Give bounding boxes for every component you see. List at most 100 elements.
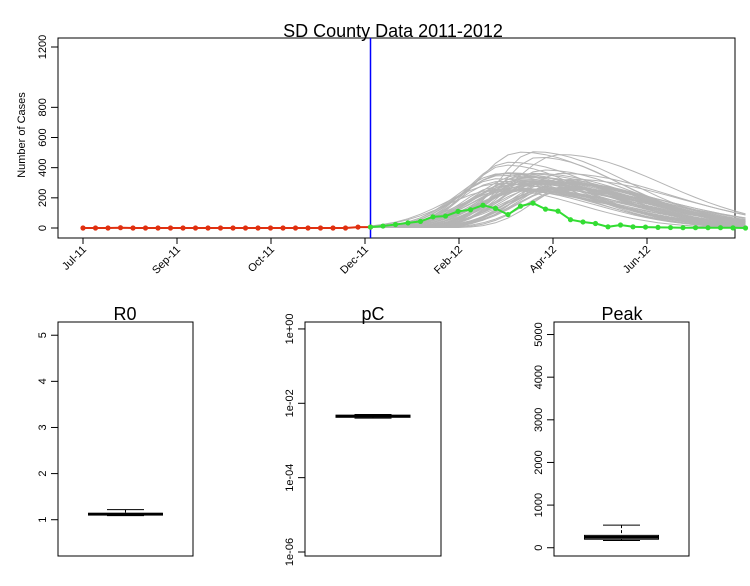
observed-before-point xyxy=(330,225,336,231)
y-tick-label: 400 xyxy=(37,158,49,176)
peak-title: Peak xyxy=(601,304,643,324)
observed-after-point xyxy=(392,221,399,228)
pc-title: pC xyxy=(361,304,384,324)
simulation-line xyxy=(370,189,746,228)
observed-before-line xyxy=(83,226,371,229)
observed-after-point xyxy=(605,224,611,230)
y-tick-label: 800 xyxy=(37,98,49,116)
observed-before-point xyxy=(80,225,86,231)
observed-after-point xyxy=(530,200,536,206)
observed-after-point xyxy=(380,223,386,229)
observed-before-point xyxy=(105,225,111,231)
observed-before-point xyxy=(117,225,124,231)
observed-after-point xyxy=(680,225,686,231)
y-axis: 0 200 400 600 800 1200 xyxy=(37,35,59,231)
observed-after-point xyxy=(430,214,436,220)
observed-after-point xyxy=(492,205,499,211)
pc-boxplot: pC 1e-06 1e-04 1e-02 1e+00 xyxy=(284,304,442,566)
pc-y-tick-label: 1e-04 xyxy=(284,464,296,492)
x-tick-label: Jun-12 xyxy=(621,244,653,276)
x-axis: Jul-11 Sep-11 Oct-11 Dec-11 Feb-12 Apr-12 Jun-… xyxy=(60,238,653,277)
x-tick-label: Feb-12 xyxy=(432,244,465,277)
simulation-lines xyxy=(370,151,746,228)
observed-before-point xyxy=(305,225,311,231)
observed-after-point xyxy=(630,224,636,230)
pc-y-tick-label: 1e-06 xyxy=(284,538,296,566)
observed-before-point xyxy=(280,225,286,231)
observed-after-point xyxy=(642,224,649,230)
observed-before-point xyxy=(242,225,249,231)
observed-before-point xyxy=(92,225,99,231)
r0-y-tick-label: 4 xyxy=(37,378,49,384)
peak-boxplot: Peak 0 1000 2000 3000 4000 5000 xyxy=(533,304,690,557)
observed-after-point xyxy=(705,225,711,231)
x-tick-label: Oct-11 xyxy=(246,244,277,275)
observed-before-point xyxy=(292,225,299,231)
observed-before-point xyxy=(342,225,349,231)
observed-after-point xyxy=(517,203,524,209)
r0-y-tick-label: 2 xyxy=(37,471,49,477)
observed-after-point xyxy=(417,218,424,224)
observed-after-point xyxy=(567,217,574,223)
y-tick-label: 0 xyxy=(37,225,49,231)
peak-y-tick-label: 4000 xyxy=(533,365,545,389)
r0-boxplot: R0 1 2 3 4 5 xyxy=(37,304,194,557)
observed-before-point xyxy=(130,225,136,231)
observed-before-point xyxy=(317,225,324,231)
observed-after-point xyxy=(580,219,586,225)
observed-before-point xyxy=(217,225,224,231)
observed-series xyxy=(80,200,749,231)
observed-after-point xyxy=(467,207,474,213)
y-tick-label: 600 xyxy=(37,128,49,146)
observed-after-point xyxy=(367,224,374,230)
x-tick-label: Jul-11 xyxy=(60,244,89,273)
observed-before-point xyxy=(230,225,236,231)
observed-after-point xyxy=(667,224,674,231)
peak-y-tick-label: 2000 xyxy=(533,450,545,474)
r0-y-tick-label: 1 xyxy=(37,517,49,523)
r0-plot-frame xyxy=(57,321,194,557)
observed-after-point xyxy=(455,208,461,215)
observed-after-point xyxy=(442,213,449,219)
observed-before-point xyxy=(167,225,174,231)
observed-before-point xyxy=(155,225,161,231)
pc-y-tick-label: 1e+00 xyxy=(284,313,296,344)
y-axis-label: Number of Cases xyxy=(16,92,28,178)
pc-plot-frame xyxy=(304,321,442,557)
peak-y-tick-label: 1000 xyxy=(533,493,545,517)
peak-y-tick-label: 3000 xyxy=(533,408,545,432)
r0-title: R0 xyxy=(113,304,136,324)
observed-after-point xyxy=(555,208,561,214)
observed-after-point xyxy=(730,225,736,231)
observed-after-point xyxy=(505,211,511,218)
observed-before-point xyxy=(267,225,274,231)
observed-before-point xyxy=(180,225,186,231)
observed-after-point xyxy=(742,225,749,231)
r0-y-tick-label: 5 xyxy=(37,332,49,338)
peak-plot-frame xyxy=(553,321,690,557)
observed-after-point xyxy=(717,225,724,231)
observed-before-point xyxy=(142,225,149,231)
y-tick-label: 1200 xyxy=(37,35,49,59)
observed-after-point xyxy=(592,220,599,227)
simulation-line xyxy=(370,182,746,228)
pc-y-tick-label: 1e-02 xyxy=(284,389,296,417)
peak-y-tick-label: 5000 xyxy=(533,322,545,346)
observed-before-point xyxy=(255,225,261,231)
observed-before-point xyxy=(355,224,361,230)
main-chart: 0 200 400 600 800 1200 Jul-11 Sep-11 Oct-11 Dec-… xyxy=(16,21,749,277)
chart-title: SD County Data 2011-2012 xyxy=(283,21,503,41)
observed-after-point xyxy=(542,206,549,212)
r0-y-tick-label: 3 xyxy=(37,424,49,430)
observed-after-point xyxy=(692,225,699,231)
simulation-line xyxy=(370,184,746,228)
observed-after-point xyxy=(617,222,624,228)
simulation-line xyxy=(370,156,746,228)
x-tick-label: Sep-11 xyxy=(150,244,183,277)
x-tick-label: Apr-12 xyxy=(527,244,559,276)
observed-before-point xyxy=(205,225,211,231)
observed-after-point xyxy=(655,224,661,230)
y-tick-label: 200 xyxy=(37,189,49,207)
peak-y-tick-label: 0 xyxy=(533,545,545,551)
